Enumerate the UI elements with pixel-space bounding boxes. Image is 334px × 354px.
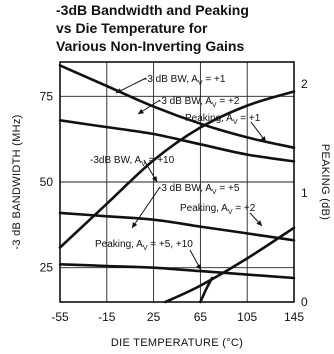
series-line-4: [58, 90, 296, 249]
y-right-tick-label-0: 0: [301, 295, 308, 309]
annotation-arrowhead-0: [116, 88, 122, 93]
series-line-2: [58, 211, 296, 242]
grid-lines: [60, 62, 294, 302]
y-left-tick-label-0: 25: [40, 261, 54, 275]
annotation-labels: -3 dB BW, AV = +1 -3 dB BW, AV = +2 Peakin…: [90, 74, 261, 252]
chart-title-line-1: -3dB Bandwidth and Peaking: [56, 2, 249, 18]
x-tick-label-2: 25: [147, 310, 161, 324]
plot-frame: [59, 61, 295, 303]
annotation-label-1: -3 dB BW, AV = +2: [158, 96, 240, 109]
series-line-1: [58, 119, 296, 163]
series-line-0: [58, 64, 296, 149]
annotation-label-2: Peaking, AV = +1: [185, 113, 261, 126]
annotation-arrowhead-6: [196, 264, 201, 270]
series-line-6: [199, 276, 214, 304]
chart-title-line-2: vs Die Temperature for: [56, 20, 208, 36]
x-tick-label-0: -55: [51, 310, 69, 324]
annotation-leader-0: [115, 77, 147, 94]
y-right-tick-label-1: 1: [301, 186, 308, 200]
y-axis-label-left: -3 dB BANDWIDTH (MHz): [11, 114, 23, 249]
chart-title-line-3: Various Non-Inverting Gains: [56, 38, 244, 54]
y-left-tick-label-2: 75: [40, 89, 54, 103]
y-right-tick-label-2: 2: [301, 77, 308, 91]
annotation-label-0: -3 dB BW, AV = +1: [144, 74, 226, 87]
annotation-label-4: -3 dB BW, AV = +5: [158, 183, 240, 196]
x-tick-label-1: -15: [98, 310, 116, 324]
x-tick-label-3: 65: [194, 310, 208, 324]
x-axis-label: DIE TEMPERATURE (°C): [111, 337, 243, 349]
annotation-label-5: Peaking, AV = +2: [180, 203, 256, 216]
series-line-3: [58, 263, 296, 280]
annotation-arrowhead-5: [256, 220, 262, 226]
annotation-leaders: [115, 77, 267, 271]
series-curves: [58, 64, 296, 304]
annotation-arrowhead-2: [260, 136, 266, 142]
annotation-leader-4: [131, 186, 161, 229]
tick-labels: -55 -15 25 65 105 145 25 50 75 0 1 2: [40, 77, 308, 324]
annotation-arrowhead-4: [132, 222, 138, 228]
annotation-arrowhead-3: [152, 176, 157, 182]
chart-title: -3dB Bandwidth and Peaking vs Die Temper…: [56, 2, 249, 54]
annotation-arrowhead-1: [138, 108, 144, 114]
x-tick-label-4: 105: [237, 310, 257, 324]
x-tick-label-5: 145: [284, 310, 304, 324]
y-axis-label-right: PEAKING (dB): [319, 144, 331, 220]
y-left-tick-label-1: 50: [40, 175, 54, 189]
series-line-5: [164, 226, 296, 304]
annotation-label-3: -3dB BW, AV = +10: [90, 155, 175, 168]
annotation-label-6: Peaking, AV = +5, +10: [95, 239, 193, 252]
